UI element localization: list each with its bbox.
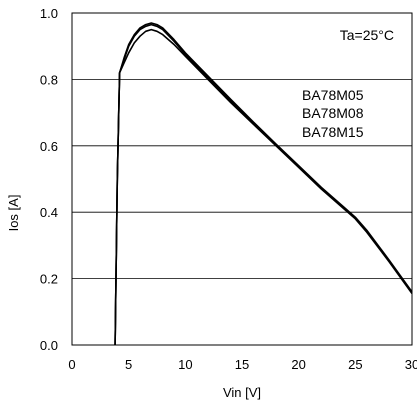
y-tick-label: 0.4 [40, 205, 58, 220]
x-tick-label: 0 [68, 357, 75, 372]
legend: BA78M05 BA78M08 BA78M15 [302, 87, 364, 140]
x-axis-label: Vin [V] [223, 385, 261, 400]
temperature-annotation: Ta=25°C [340, 27, 394, 43]
x-tick-label: 30 [405, 357, 417, 372]
legend-label-ba78m05: BA78M05 [302, 87, 364, 103]
x-tick-label: 20 [291, 357, 305, 372]
legend-label-ba78m08: BA78M08 [302, 105, 364, 121]
series-line-ba78m08 [114, 23, 413, 346]
y-tick-label: 0.8 [40, 72, 58, 87]
plot-frame [71, 12, 413, 346]
y-axis-label: Ios [A] [6, 195, 21, 232]
y-tick-label: 1.0 [40, 6, 58, 21]
x-tick-label: 15 [235, 357, 249, 372]
y-tick-label: 0.2 [40, 272, 58, 287]
grid-lines [72, 79, 412, 280]
x-tick-label: 10 [178, 357, 192, 372]
y-tick-label: 0.6 [40, 139, 58, 154]
series-line-ba78m15 [114, 22, 413, 346]
x-tick-label: 25 [348, 357, 362, 372]
tick-labels: 0.0 0.2 0.4 0.6 0.8 1.0 0 5 10 15 20 25 30 [40, 6, 417, 372]
x-tick-label: 5 [125, 357, 132, 372]
legend-label-ba78m15: BA78M15 [302, 124, 364, 140]
series-line-ba78m05 [114, 28, 413, 346]
series-lines [114, 22, 413, 346]
y-tick-label: 0.0 [40, 338, 58, 353]
